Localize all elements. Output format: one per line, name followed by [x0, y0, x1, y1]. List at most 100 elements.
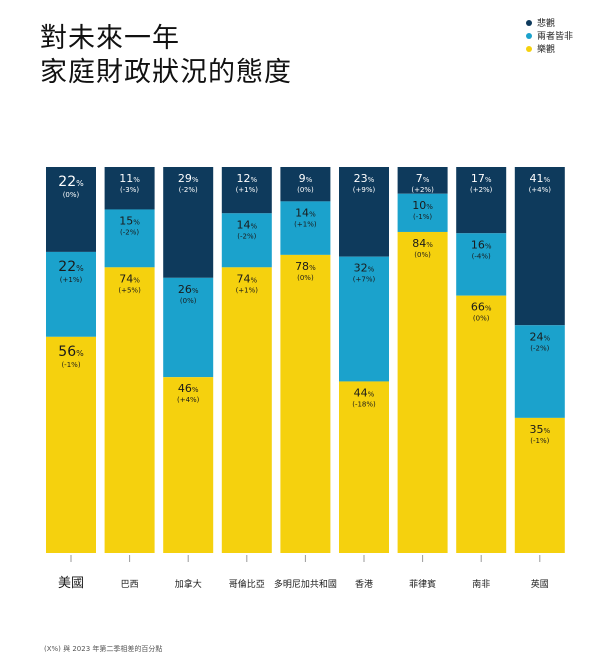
data-label-1-2: 74%: [119, 272, 140, 285]
x-tick-label-3: 哥倫比亞: [229, 578, 265, 590]
change-label-6-2: (0%): [414, 251, 431, 259]
data-label-2-1: 26%: [178, 283, 199, 296]
bar-segment-1-0: [104, 167, 155, 210]
legend-item-neither: 兩者皆非: [526, 29, 573, 42]
data-label-3-1: 14%: [236, 218, 257, 231]
change-label-0-2: (-1%): [61, 361, 80, 369]
legend-item-pessimistic: 悲觀: [526, 16, 573, 29]
bar-segment-1-2: [104, 267, 155, 553]
data-label-4-1: 14%: [295, 206, 316, 219]
legend-label-optimistic: 樂觀: [537, 45, 556, 55]
bar-segment-8-2: [514, 417, 565, 553]
x-tick-label-8: 英國: [531, 578, 549, 590]
change-label-6-0: (+2%): [411, 186, 434, 194]
change-label-5-1: (+7%): [353, 276, 376, 284]
title-line-2: 家庭財政狀況的態度: [40, 57, 292, 88]
bar-segment-6-0: [397, 167, 448, 194]
data-label-0-1: 22%: [58, 259, 84, 275]
change-label-1-1: (-2%): [120, 228, 139, 236]
page-title: 對未來一年 家庭財政狀況的態度: [40, 22, 292, 90]
x-tick-label-2: 加拿大: [175, 578, 202, 590]
bar-segment-3-2: [221, 267, 272, 553]
change-label-4-1: (+1%): [294, 220, 317, 228]
change-label-3-1: (-2%): [237, 232, 256, 240]
data-label-6-0: 7%: [416, 172, 430, 185]
legend: 悲觀 兩者皆非 樂觀: [526, 16, 573, 55]
change-label-2-0: (-2%): [179, 186, 198, 194]
data-label-0-2: 56%: [58, 344, 84, 360]
change-label-2-1: (0%): [180, 297, 197, 305]
change-label-0-1: (+1%): [60, 276, 83, 284]
bar-segment-5-2: [339, 381, 389, 553]
change-label-4-2: (0%): [297, 274, 314, 282]
x-tick-label-5: 香港: [355, 578, 373, 590]
change-label-5-2: (-18%): [352, 400, 376, 408]
bar-segment-0-0: [46, 167, 96, 252]
change-label-7-0: (+2%): [470, 186, 493, 194]
bar-segment-2-1: [163, 277, 214, 378]
data-label-6-1: 10%: [412, 199, 433, 212]
legend-label-pessimistic: 悲觀: [537, 19, 556, 29]
data-label-3-2: 74%: [236, 272, 257, 285]
data-label-1-0: 11%: [119, 172, 140, 185]
change-label-4-0: (0%): [297, 186, 314, 194]
change-label-5-0: (+9%): [353, 186, 376, 194]
legend-swatch-pessimistic: [526, 19, 532, 26]
data-label-2-2: 46%: [178, 382, 199, 395]
x-tick-label-1: 巴西: [121, 579, 139, 590]
change-label-2-2: (+4%): [177, 396, 200, 404]
data-label-5-1: 32%: [354, 262, 375, 275]
change-label-0-0: (0%): [63, 191, 80, 199]
title-line-1: 對未來一年: [40, 23, 180, 54]
bar-segment-7-0: [456, 167, 507, 234]
legend-item-optimistic: 樂觀: [526, 42, 573, 55]
x-tick-label-7: 南非: [472, 578, 490, 590]
bar-segment-6-2: [397, 231, 448, 554]
stacked-bar-chart: 22%(0%)22%(+1%)56%(-1%)美國11%(-3%)15%(-2%…: [46, 167, 565, 591]
data-label-8-1: 24%: [529, 330, 550, 343]
change-label-3-0: (+1%): [236, 186, 259, 194]
x-tick-label-0: 美國: [58, 576, 84, 591]
bar-segment-5-0: [339, 167, 389, 257]
legend-swatch-neither: [526, 32, 532, 39]
change-label-6-1: (-1%): [413, 213, 432, 221]
bar-segment-1-1: [104, 209, 155, 268]
bar-segment-8-1: [514, 325, 565, 418]
data-label-5-2: 44%: [354, 386, 375, 399]
change-label-7-2: (0%): [473, 315, 490, 323]
bar-segment-6-1: [397, 193, 448, 232]
data-label-7-0: 17%: [471, 172, 492, 185]
data-label-4-2: 78%: [295, 260, 316, 273]
bar-segment-4-0: [280, 167, 331, 202]
bar-segment-7-2: [456, 295, 507, 553]
bar-segment-4-2: [280, 254, 331, 553]
bar-segment-5-1: [339, 256, 389, 382]
data-label-6-2: 84%: [412, 237, 433, 250]
data-label-4-0: 9%: [299, 172, 313, 185]
bar-segment-3-1: [221, 213, 272, 268]
bar-segment-7-1: [456, 233, 507, 296]
change-label-8-2: (-1%): [530, 437, 549, 445]
bar-segment-3-0: [221, 167, 272, 214]
bar-segment-2-2: [163, 377, 214, 553]
change-label-8-1: (-2%): [530, 344, 549, 352]
bar-segment-0-1: [46, 251, 96, 337]
bar-segment-0-2: [46, 336, 96, 553]
change-label-8-0: (+4%): [529, 186, 552, 194]
change-label-7-1: (-4%): [472, 252, 491, 260]
x-tick-label-6: 菲律賓: [409, 578, 436, 590]
data-label-0-0: 22%: [58, 174, 84, 190]
footnote: (X%) 與 2023 年第二季相差的百分點: [44, 645, 163, 653]
data-label-8-0: 41%: [529, 172, 550, 185]
data-label-1-1: 15%: [119, 214, 140, 227]
data-label-7-2: 66%: [471, 301, 492, 314]
change-label-1-0: (-3%): [120, 186, 139, 194]
data-label-3-0: 12%: [236, 172, 257, 185]
bar-segment-2-0: [163, 167, 214, 278]
change-label-3-2: (+1%): [236, 286, 259, 294]
change-label-1-2: (+5%): [118, 286, 141, 294]
bar-segment-8-0: [514, 167, 565, 326]
x-tick-label-4: 多明尼加共和國: [274, 578, 337, 590]
legend-label-neither: 兩者皆非: [537, 32, 574, 42]
bar-segment-4-1: [280, 201, 331, 255]
